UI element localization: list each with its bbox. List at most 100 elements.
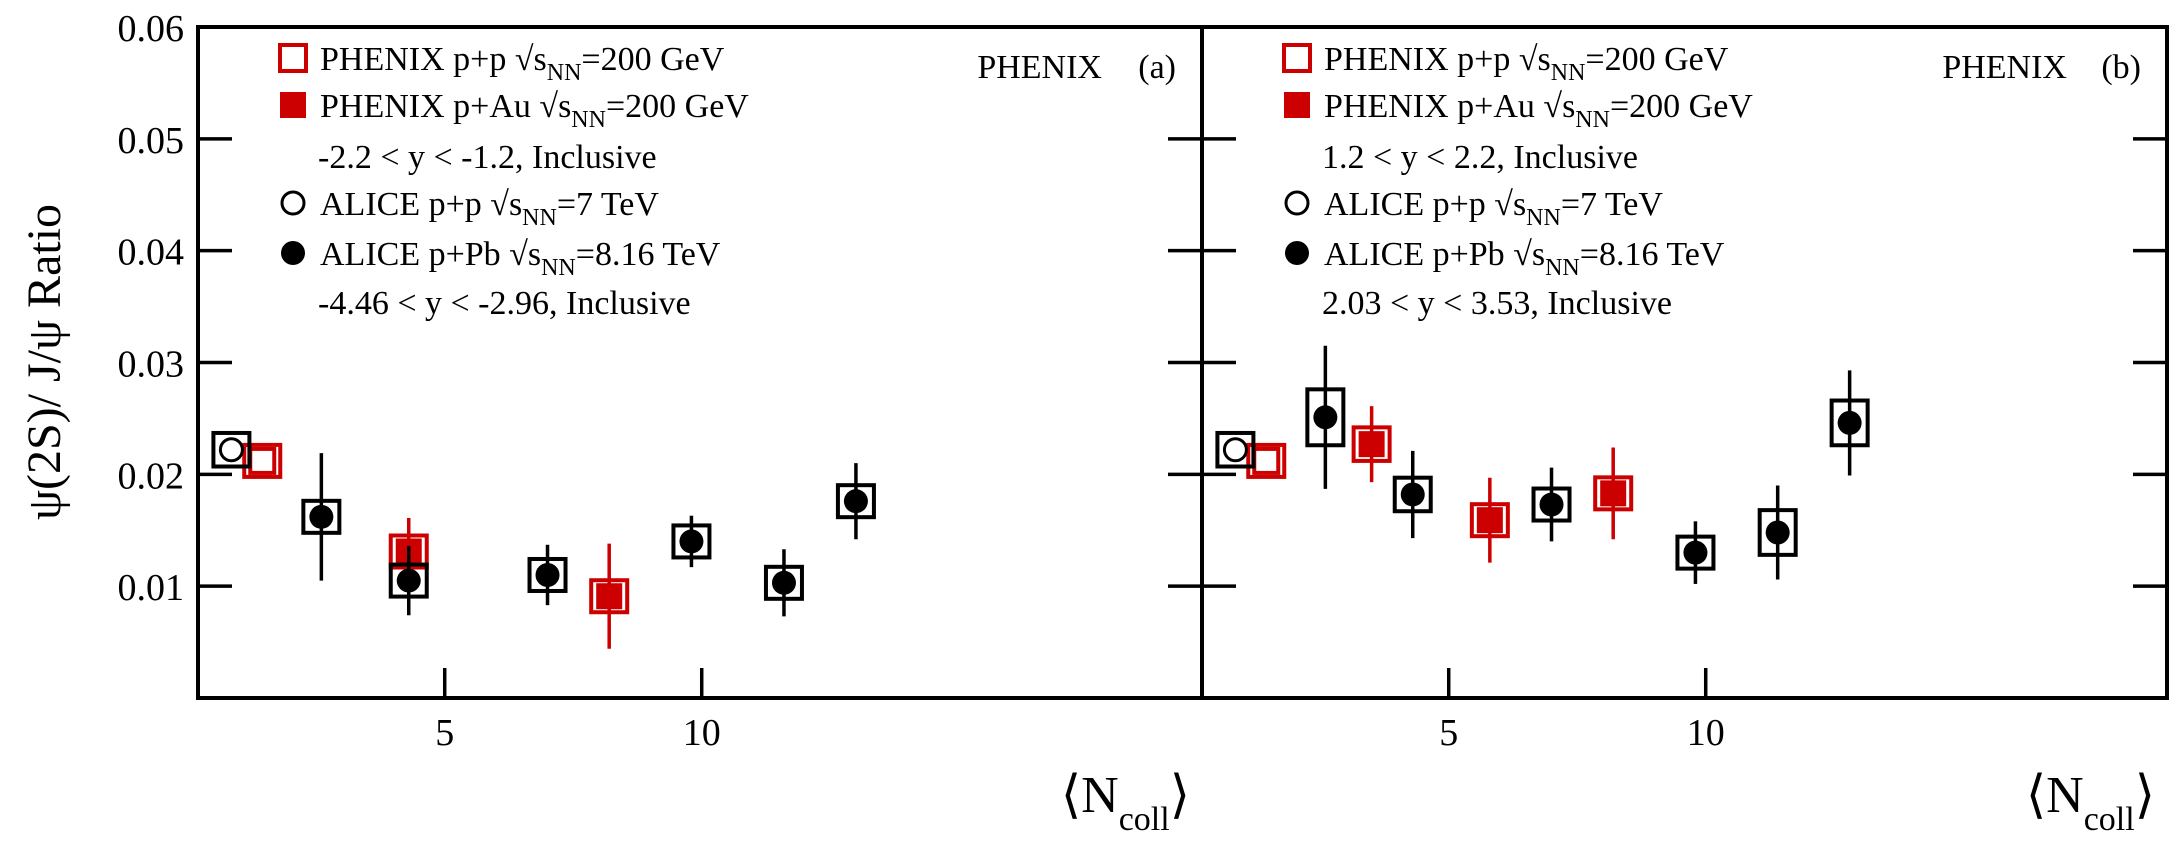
legend-entry-s: s <box>558 88 571 125</box>
series-open-circle <box>1215 430 1256 469</box>
legend-entry-sub: NN <box>522 205 557 231</box>
legend-entry-s: s <box>1538 41 1551 78</box>
data-point <box>1539 492 1564 517</box>
x-tick-label: 10 <box>683 712 721 754</box>
legend-entry-name: ALICE p+Pb <box>1324 236 1513 273</box>
series-filled-circle <box>1305 345 1870 584</box>
data-point <box>1222 437 1248 463</box>
legend-entry: ALICE p+p √sNN=7 TeV <box>1324 186 1663 231</box>
x-axis-label-main: ⟨N <box>2026 767 2084 824</box>
data-point <box>248 446 277 475</box>
data-point <box>771 570 796 595</box>
experiment-tag: PHENIX <box>977 49 1102 86</box>
sys-error-box <box>1469 502 1510 539</box>
sys-error-box <box>301 498 342 535</box>
legend-entry-s: s <box>509 186 522 223</box>
y-tick-label: 0.03 <box>118 344 185 386</box>
legend-entry-name: ALICE p+p <box>1324 186 1494 223</box>
data-point <box>596 583 623 610</box>
legend-entry-s: s <box>534 41 547 78</box>
panel-b: 5 10⟨Ncoll⟩PHENIX (b)PHENIX p+p √sNN=200 G… <box>1200 25 2169 838</box>
legend-entry-sub: NN <box>1575 107 1610 133</box>
sys-error-box <box>835 483 876 520</box>
sys-error-box <box>1829 398 1870 448</box>
legend-entry-energy: =7 TeV <box>557 186 660 223</box>
x-axis-label-sub: coll <box>2084 801 2135 838</box>
sys-error-box <box>211 430 252 469</box>
plot-frame <box>1200 25 2169 700</box>
legend-marker-filled-square <box>1284 92 1310 118</box>
legend-entry: PHENIX p+Au √sNN=200 GeV <box>320 88 749 133</box>
experiment-tag: PHENIX <box>1942 49 2067 86</box>
sys-error-box <box>242 442 283 479</box>
legend-entry-name: PHENIX p+p <box>1324 41 1519 78</box>
legend-entry-sub: NN <box>1551 60 1586 86</box>
data-point <box>1358 431 1385 458</box>
legend-marker-filled-square <box>280 92 306 118</box>
series-open-circle <box>211 430 252 469</box>
sys-error-box <box>671 523 712 560</box>
sys-error-box <box>1351 425 1392 463</box>
sqrt-sign: √ <box>1519 41 1538 78</box>
x-axis-label-sub: coll <box>1119 801 1170 838</box>
data-point <box>535 562 560 587</box>
sqrt-sign: √ <box>1543 88 1562 125</box>
data-point <box>309 504 334 529</box>
data-point <box>843 489 868 514</box>
legend-entry-energy: =7 TeV <box>1561 186 1664 223</box>
legend-entry-sub: NN <box>547 60 582 86</box>
panel-label: (b) <box>2101 49 2141 86</box>
legend-entry-sub: NN <box>571 107 606 133</box>
sqrt-sign: √ <box>515 41 534 78</box>
x-tick-label: 10 <box>1687 712 1725 754</box>
sys-error-box <box>763 564 804 601</box>
data-point <box>218 437 244 463</box>
legend-entry-energy: =200 GeV <box>606 88 749 125</box>
legend-marker-filled-circle <box>1285 241 1309 265</box>
plot-frame <box>196 25 1204 700</box>
sqrt-sign: √ <box>490 186 509 223</box>
panel-a: 0.01 0.02 0.03 0.04 0.05 0.06 5 10 ⟨Ncoll⟩ ψ(2S)/… <box>18 8 1204 838</box>
y-tick-label: 0.01 <box>118 567 185 609</box>
x-axis-label-end: ⟩ <box>1170 767 1190 824</box>
data-point <box>1476 507 1503 534</box>
panel-label: (a) <box>1138 49 1176 86</box>
legend-entry-energy: =8.16 TeV <box>1580 236 1725 273</box>
legend-entry: ALICE p+Pb √sNN=8.16 TeV <box>1324 236 1725 281</box>
legend-entry-sub: NN <box>541 255 576 281</box>
legend-marker-open-square <box>1282 43 1312 73</box>
data-point <box>1252 446 1281 475</box>
legend-entry-s: s <box>528 236 541 273</box>
data-point <box>1313 405 1338 430</box>
sys-error-box <box>1392 475 1433 514</box>
data-point <box>1765 520 1790 545</box>
sys-error-box <box>1305 387 1346 448</box>
legend-entry-sub: NN <box>1545 255 1580 281</box>
legend-entry: ALICE p+Pb √sNN=8.16 TeV <box>320 236 721 281</box>
legend-entry-sub: NN <box>1526 205 1561 231</box>
sys-error-box <box>1215 430 1256 469</box>
x-tick-label: 5 <box>1439 712 1458 754</box>
legend-entry: -4.46 < y < -2.96, Inclusive <box>318 285 691 322</box>
sys-error-box <box>388 562 429 599</box>
legend-entry-name: PHENIX p+Au <box>1324 88 1543 125</box>
legend-entry-energy: =200 GeV <box>581 41 724 78</box>
x-axis-label: ⟨Ncoll⟩ <box>1061 767 1190 838</box>
y-tick-label: 0.02 <box>118 455 185 497</box>
sys-error-box <box>1675 534 1716 571</box>
x-axis-label-main: ⟨N <box>1061 767 1119 824</box>
legend-entry: PHENIX p+p √sNN=200 GeV <box>320 41 725 86</box>
legend-entry: PHENIX p+p √sNN=200 GeV <box>1324 41 1729 86</box>
legend-entry-energy: =200 GeV <box>1585 41 1728 78</box>
legend-entry-s: s <box>1513 186 1526 223</box>
legend-entry-name: PHENIX p+p <box>320 41 515 78</box>
sqrt-sign: √ <box>1513 236 1532 273</box>
legend-entry-name: ALICE p+Pb <box>320 236 509 273</box>
panels-layer: 0.010.020.030.040.050.065 10⟨Ncoll⟩ψ(2S)/… <box>18 8 2169 838</box>
legend-entry: 2.03 < y < 3.53, Inclusive <box>1322 285 1672 322</box>
sys-error-box <box>1531 486 1572 523</box>
sqrt-sign: √ <box>539 88 558 125</box>
y-axis-label: ψ(2S)/ J/ψ Ratio <box>18 204 71 520</box>
sys-error-box <box>1246 442 1287 479</box>
